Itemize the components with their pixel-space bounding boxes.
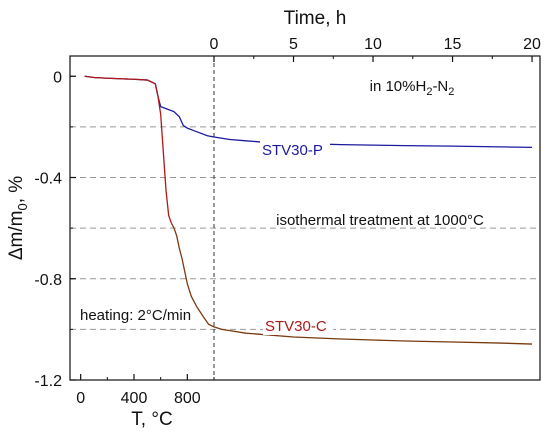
atmosphere-prefix: in 10%H	[370, 78, 427, 95]
x-bottom-tick-label-0: 0	[76, 390, 85, 407]
ticks	[70, 56, 533, 381]
x-bottom-axis-title: T, °C	[131, 409, 172, 430]
series-line-stv30-c-early	[84, 75, 172, 224]
y-tick-label-3: -1.2	[34, 373, 62, 390]
y-axis-title-unit: , %	[6, 176, 27, 204]
x-bottom-tick-label-2: 800	[174, 390, 201, 407]
y-axis-title-sub: 0	[15, 203, 30, 210]
series-label-bg-p	[260, 140, 330, 159]
plot-frame	[69, 55, 541, 381]
tick-labels: 0 -0.4 -0.8 -1.2 0 400 800 0 5 10 15 20	[34, 36, 541, 407]
y-tick-label-2: -0.8	[34, 272, 62, 289]
series-lines	[84, 75, 533, 345]
y-axis-title: Δm/m0, %	[6, 176, 30, 260]
series-line-stv30-p	[84, 75, 533, 149]
x-top-tick-label-2: 10	[364, 36, 382, 53]
x-top-tick-label-1: 5	[289, 36, 298, 53]
x-top-tick-label-3: 15	[444, 36, 462, 53]
series-label-stv30-c: STV30-C	[265, 318, 327, 335]
series-label-stv30-p: STV30-P	[262, 142, 323, 159]
atmosphere-sub1: 2	[426, 86, 432, 98]
heating-annotation: heating: 2°C/min	[80, 307, 191, 324]
x-bottom-tick-label-1: 400	[121, 390, 148, 407]
x-top-tick-label-4: 20	[523, 36, 541, 53]
y-tick-label-0: 0	[53, 69, 62, 86]
y-axis-title-main: Δm/m	[6, 211, 27, 261]
series-label-bg-c	[263, 316, 333, 335]
x-top-tick-label-0: 0	[210, 36, 219, 53]
series-line-stv30-c-late	[170, 222, 533, 345]
atmosphere-sub2: 2	[448, 86, 454, 98]
isothermal-annotation: isothermal treatment at 1000°C	[276, 212, 484, 229]
y-tick-label-1: -0.4	[34, 171, 62, 188]
x-top-axis-title: Time, h	[284, 8, 347, 29]
atmosphere-suffix: -N	[432, 78, 448, 95]
atmosphere-label: in 10%H2-N2	[370, 78, 455, 98]
